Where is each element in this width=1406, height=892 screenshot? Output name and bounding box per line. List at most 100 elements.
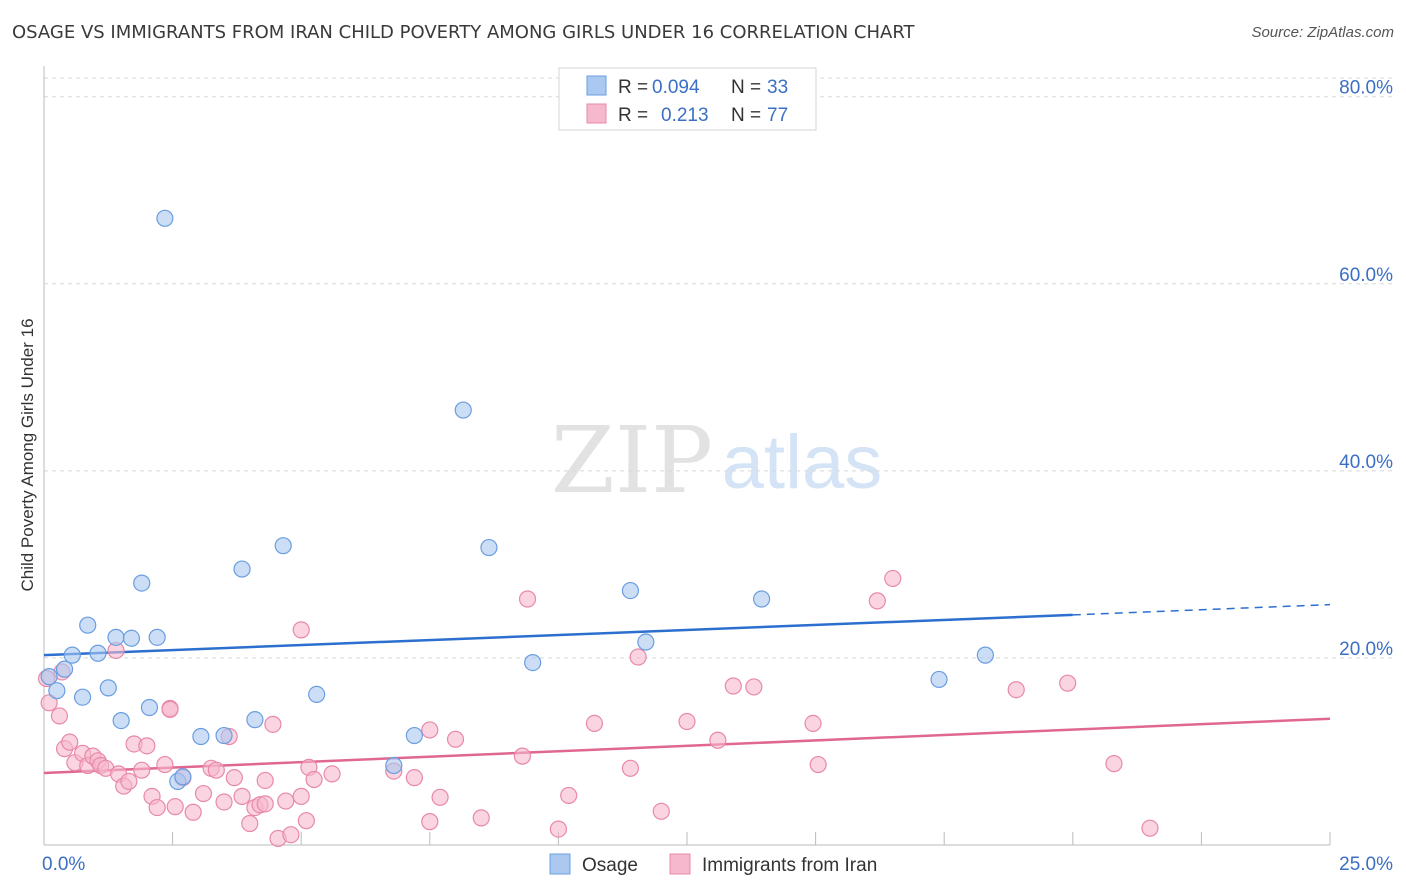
iran-point <box>241 814 259 833</box>
iran-point <box>745 678 763 696</box>
iran-point <box>50 707 69 725</box>
osage-point <box>637 633 655 651</box>
top-legend: R = 0.094 N = 33 R = 0.213 N = 77 <box>558 67 817 131</box>
iran-point <box>809 755 827 774</box>
chart-title: OSAGE VS IMMIGRANTS FROM IRAN CHILD POVE… <box>12 22 915 43</box>
iran-point <box>120 772 138 790</box>
osage-point <box>246 711 264 729</box>
iran-point <box>40 694 58 712</box>
watermark-zip: ZIP <box>551 407 713 514</box>
legend-iran-r-value: 0.213 <box>661 105 709 126</box>
iran-point <box>421 813 439 831</box>
iran-point <box>282 826 300 844</box>
iran-point <box>652 802 670 820</box>
bottom-legend-osage-label: Osage <box>582 855 638 876</box>
legend-iran-swatch <box>586 103 607 124</box>
iran-point <box>884 569 902 588</box>
osage-point <box>274 537 292 555</box>
trendlines <box>43 603 1331 775</box>
osage-point <box>79 616 97 634</box>
axes <box>43 66 1331 846</box>
iran-point <box>156 755 174 774</box>
osage-point <box>40 668 58 686</box>
osage-trend-line <box>43 613 1073 657</box>
iran-point <box>264 715 282 733</box>
osage-point <box>112 711 130 730</box>
legend-iran-n-label: N = <box>731 105 766 126</box>
iran-point <box>133 761 151 779</box>
osage-point <box>976 646 994 664</box>
y-tick-label: 40.0% <box>1339 452 1393 473</box>
iran-point <box>138 737 156 755</box>
iran-point <box>215 793 233 811</box>
iran-point <box>560 786 578 805</box>
legend-osage-r-value: 0.094 <box>652 77 700 98</box>
osage-point <box>63 646 81 664</box>
iran-point <box>1141 819 1159 837</box>
iran-point <box>207 761 225 779</box>
osage-point <box>930 670 948 689</box>
osage-point <box>215 726 233 745</box>
legend-osage-n-label: N = <box>731 77 766 98</box>
osage-point <box>133 574 151 592</box>
iran-point <box>472 809 490 827</box>
bottom-legend-iran-swatch <box>669 853 691 875</box>
osage-point <box>107 628 125 646</box>
osage-point <box>752 590 771 608</box>
x-tick-label-min: 0.0% <box>42 854 85 875</box>
osage-point <box>621 581 640 600</box>
iran-point <box>292 787 310 805</box>
y-tick-label: 20.0% <box>1339 639 1393 660</box>
iran-point <box>161 700 179 718</box>
y-axis-label: Child Poverty Among Girls Under 16 <box>18 318 37 591</box>
iran-point <box>323 765 341 783</box>
osage-point <box>480 538 498 557</box>
iran-point <box>256 771 274 790</box>
iran-point <box>405 769 423 787</box>
y-tick-label: 60.0% <box>1339 265 1393 286</box>
bottom-legend-osage-swatch <box>549 853 571 875</box>
osage-point <box>55 660 74 678</box>
y-tick-label: 80.0% <box>1339 78 1393 99</box>
iran-point <box>629 648 647 666</box>
legend-iran-n-value: 77 <box>767 105 788 126</box>
iran-point <box>421 721 439 739</box>
osage-point <box>122 629 141 647</box>
osage-point <box>192 727 210 746</box>
iran-point <box>233 787 251 805</box>
data-points <box>37 209 1159 848</box>
iran-point <box>804 714 822 733</box>
osage-point <box>233 560 251 578</box>
iran-point <box>585 714 604 733</box>
iran-point <box>621 759 640 777</box>
legend-osage-swatch <box>586 75 607 96</box>
legend-osage-r-label: R = <box>618 77 653 98</box>
iran-point <box>518 590 537 608</box>
source-label: Source: ZipAtlas.com <box>1251 24 1394 41</box>
osage-point <box>308 685 326 704</box>
iran-point <box>431 788 449 806</box>
iran-point <box>277 792 295 810</box>
iran-point <box>297 812 315 830</box>
iran-point <box>256 795 274 813</box>
osage-point <box>148 628 166 646</box>
osage-point <box>48 682 66 700</box>
osage-point <box>454 401 472 419</box>
legend-iran-r-label: R = <box>618 105 653 126</box>
iran-trend-line <box>43 717 1331 775</box>
osage-point <box>156 209 174 227</box>
iran-point <box>1105 755 1123 773</box>
iran-point <box>61 733 79 751</box>
osage-point <box>140 698 159 717</box>
iran-point <box>678 712 696 731</box>
iran-point <box>166 798 184 816</box>
iran-point <box>513 747 531 765</box>
osage-point <box>174 768 192 786</box>
osage-point <box>524 654 542 672</box>
watermark-atlas: atlas <box>722 420 883 505</box>
iran-point <box>724 677 742 695</box>
iran-point <box>446 730 465 748</box>
iran-point <box>194 784 213 803</box>
iran-point <box>225 769 243 787</box>
